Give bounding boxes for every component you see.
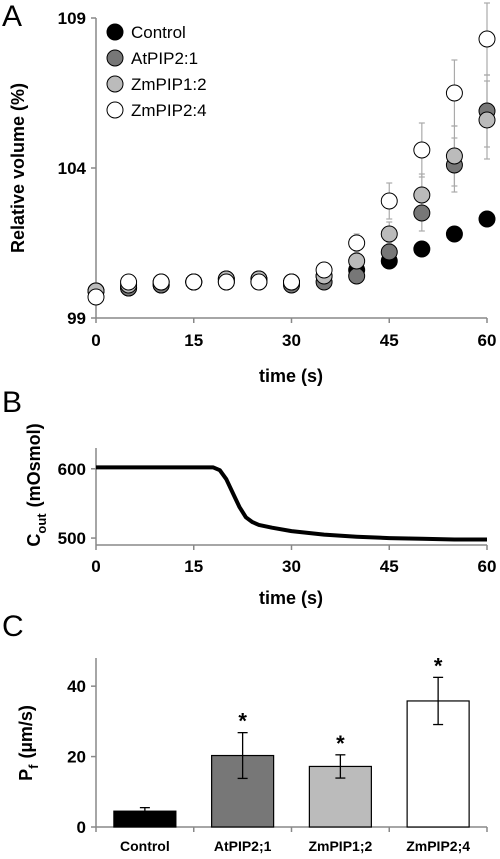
panel-a-letter: A xyxy=(2,0,22,33)
panel-c-permeability-chart: C Pf (µm/s) 0 20 40 Control * AtPIP2;1 * ZmPIP1… xyxy=(2,610,488,854)
panel-b-data-line xyxy=(96,465,487,542)
panel-c-bar xyxy=(211,754,275,828)
panel-a-data-point xyxy=(348,252,366,270)
panel-c-significance-star: * xyxy=(434,653,443,678)
panel-c-y-tick-label: 40 xyxy=(67,677,86,696)
panel-b-x-tick-label: 15 xyxy=(184,557,203,576)
panel-a-data-point xyxy=(413,204,431,222)
panel-c-bars: Control * AtPIP2;1 * ZmPIP1;2 * ZmPIP2;4 xyxy=(113,653,470,854)
panel-a-error-bars xyxy=(321,2,490,280)
panel-c-category-label: Control xyxy=(120,838,170,854)
panel-a-y-axis-title: Relative volume (%) xyxy=(8,83,28,253)
panel-a-data-point xyxy=(348,234,366,252)
panel-a-data-point xyxy=(445,84,463,102)
panel-a-data-point xyxy=(348,267,366,285)
panel-a-data-point xyxy=(283,273,300,291)
panel-a-series-3 xyxy=(87,30,496,306)
panel-b-axes: 500 600 0 15 30 45 60 xyxy=(58,448,497,576)
panel-a-data-point xyxy=(445,225,463,243)
panel-a-data-point xyxy=(478,111,496,129)
panel-b-y-tick-label: 600 xyxy=(58,460,86,479)
panel-c-category-label: AtPIP2;1 xyxy=(214,838,272,854)
panel-c-significance-star: * xyxy=(238,709,247,734)
panel-a-legend-marker xyxy=(106,23,124,41)
panel-b-letter: B xyxy=(2,386,22,419)
panel-c-category-label: ZmPIP2;4 xyxy=(406,838,470,854)
panel-b-y-axis-title: Cout (mOsmol) xyxy=(24,423,49,546)
panel-a-axes: 99 104 109 0 15 30 45 60 xyxy=(58,9,497,350)
panel-a-y-tick-label: 104 xyxy=(58,159,87,178)
panel-b-x-tick-label: 60 xyxy=(478,557,497,576)
panel-a-data-point xyxy=(478,210,496,228)
panel-c-significance-star: * xyxy=(336,731,345,756)
panel-a-data-points xyxy=(87,30,496,306)
panel-a-data-point xyxy=(217,273,235,291)
panel-b-osmolarity-chart: B Cout (mOsmol) time (s) 500 600 0 15 30 45 60 xyxy=(2,386,496,608)
panel-b-x-tick-label: 45 xyxy=(380,557,399,576)
panel-a-data-point xyxy=(120,273,138,291)
panel-b-x-tick-label: 30 xyxy=(282,557,301,576)
panel-a-data-point xyxy=(380,192,398,210)
panel-a-volume-chart: A Relative volume (%) time (s) 99 104 109 0… xyxy=(2,0,496,386)
panel-a-y-tick-label: 109 xyxy=(58,9,86,28)
panel-a-legend-label: ZmPIP1:2 xyxy=(131,75,207,94)
panel-a-x-tick-label: 0 xyxy=(91,331,100,350)
panel-a-series-1 xyxy=(87,102,496,300)
panel-a-data-point xyxy=(380,225,398,243)
panel-c-y-tick-label: 0 xyxy=(77,818,86,837)
panel-a-legend-label: Control xyxy=(131,23,186,42)
panel-b-x-axis-title: time (s) xyxy=(259,588,323,608)
panel-a-x-tick-label: 60 xyxy=(478,331,497,350)
panel-b-x-tick-label: 0 xyxy=(91,557,100,576)
panel-a-series-2 xyxy=(87,111,496,300)
panel-a-data-point xyxy=(87,288,105,306)
panel-a-x-tick-label: 15 xyxy=(184,331,203,350)
panel-c-category-label: ZmPIP1;2 xyxy=(308,838,372,854)
panel-a-data-point xyxy=(380,243,398,261)
panel-c-y-tick-label: 20 xyxy=(67,748,86,767)
panel-a-data-point xyxy=(250,273,268,291)
panel-c-y-axis-title: Pf (µm/s) xyxy=(16,705,41,781)
panel-a-x-tick-label: 30 xyxy=(282,331,301,350)
panel-b-y-axis-symbol: C xyxy=(24,534,44,547)
panel-c-y-axis-subscript: f xyxy=(26,764,41,769)
panel-c-letter: C xyxy=(2,610,24,643)
panel-a-y-tick-label: 99 xyxy=(67,309,86,328)
panel-a-data-point xyxy=(413,186,431,204)
panel-c-y-axis-symbol: P xyxy=(16,769,36,781)
panel-a-legend-label: ZmPIP2:4 xyxy=(131,101,207,120)
panel-a-data-point xyxy=(152,273,170,291)
panel-a-data-point xyxy=(413,141,431,159)
panel-a-data-point xyxy=(445,147,463,165)
panel-a-x-axis-title: time (s) xyxy=(259,366,323,386)
panel-a-legend: Control AtPIP2:1 ZmPIP1:2 ZmPIP2:4 xyxy=(106,23,207,120)
panel-a-data-point xyxy=(315,261,333,279)
panel-a-legend-marker xyxy=(106,49,124,67)
panel-c-y-axis-unit: (µm/s) xyxy=(16,705,36,758)
panel-a-data-point xyxy=(185,273,203,291)
panel-b-y-tick-label: 500 xyxy=(58,529,86,548)
panel-b-y-axis-subscript: out xyxy=(34,513,49,534)
panel-a-legend-marker xyxy=(106,101,124,119)
panel-b-y-axis-unit: (mOsmol) xyxy=(24,423,44,507)
panel-a-data-point xyxy=(413,240,431,258)
panel-a-legend-label: AtPIP2:1 xyxy=(131,49,198,68)
panel-a-x-tick-label: 45 xyxy=(380,331,399,350)
panel-a-data-point xyxy=(478,30,496,48)
panel-a-legend-marker xyxy=(106,75,124,93)
